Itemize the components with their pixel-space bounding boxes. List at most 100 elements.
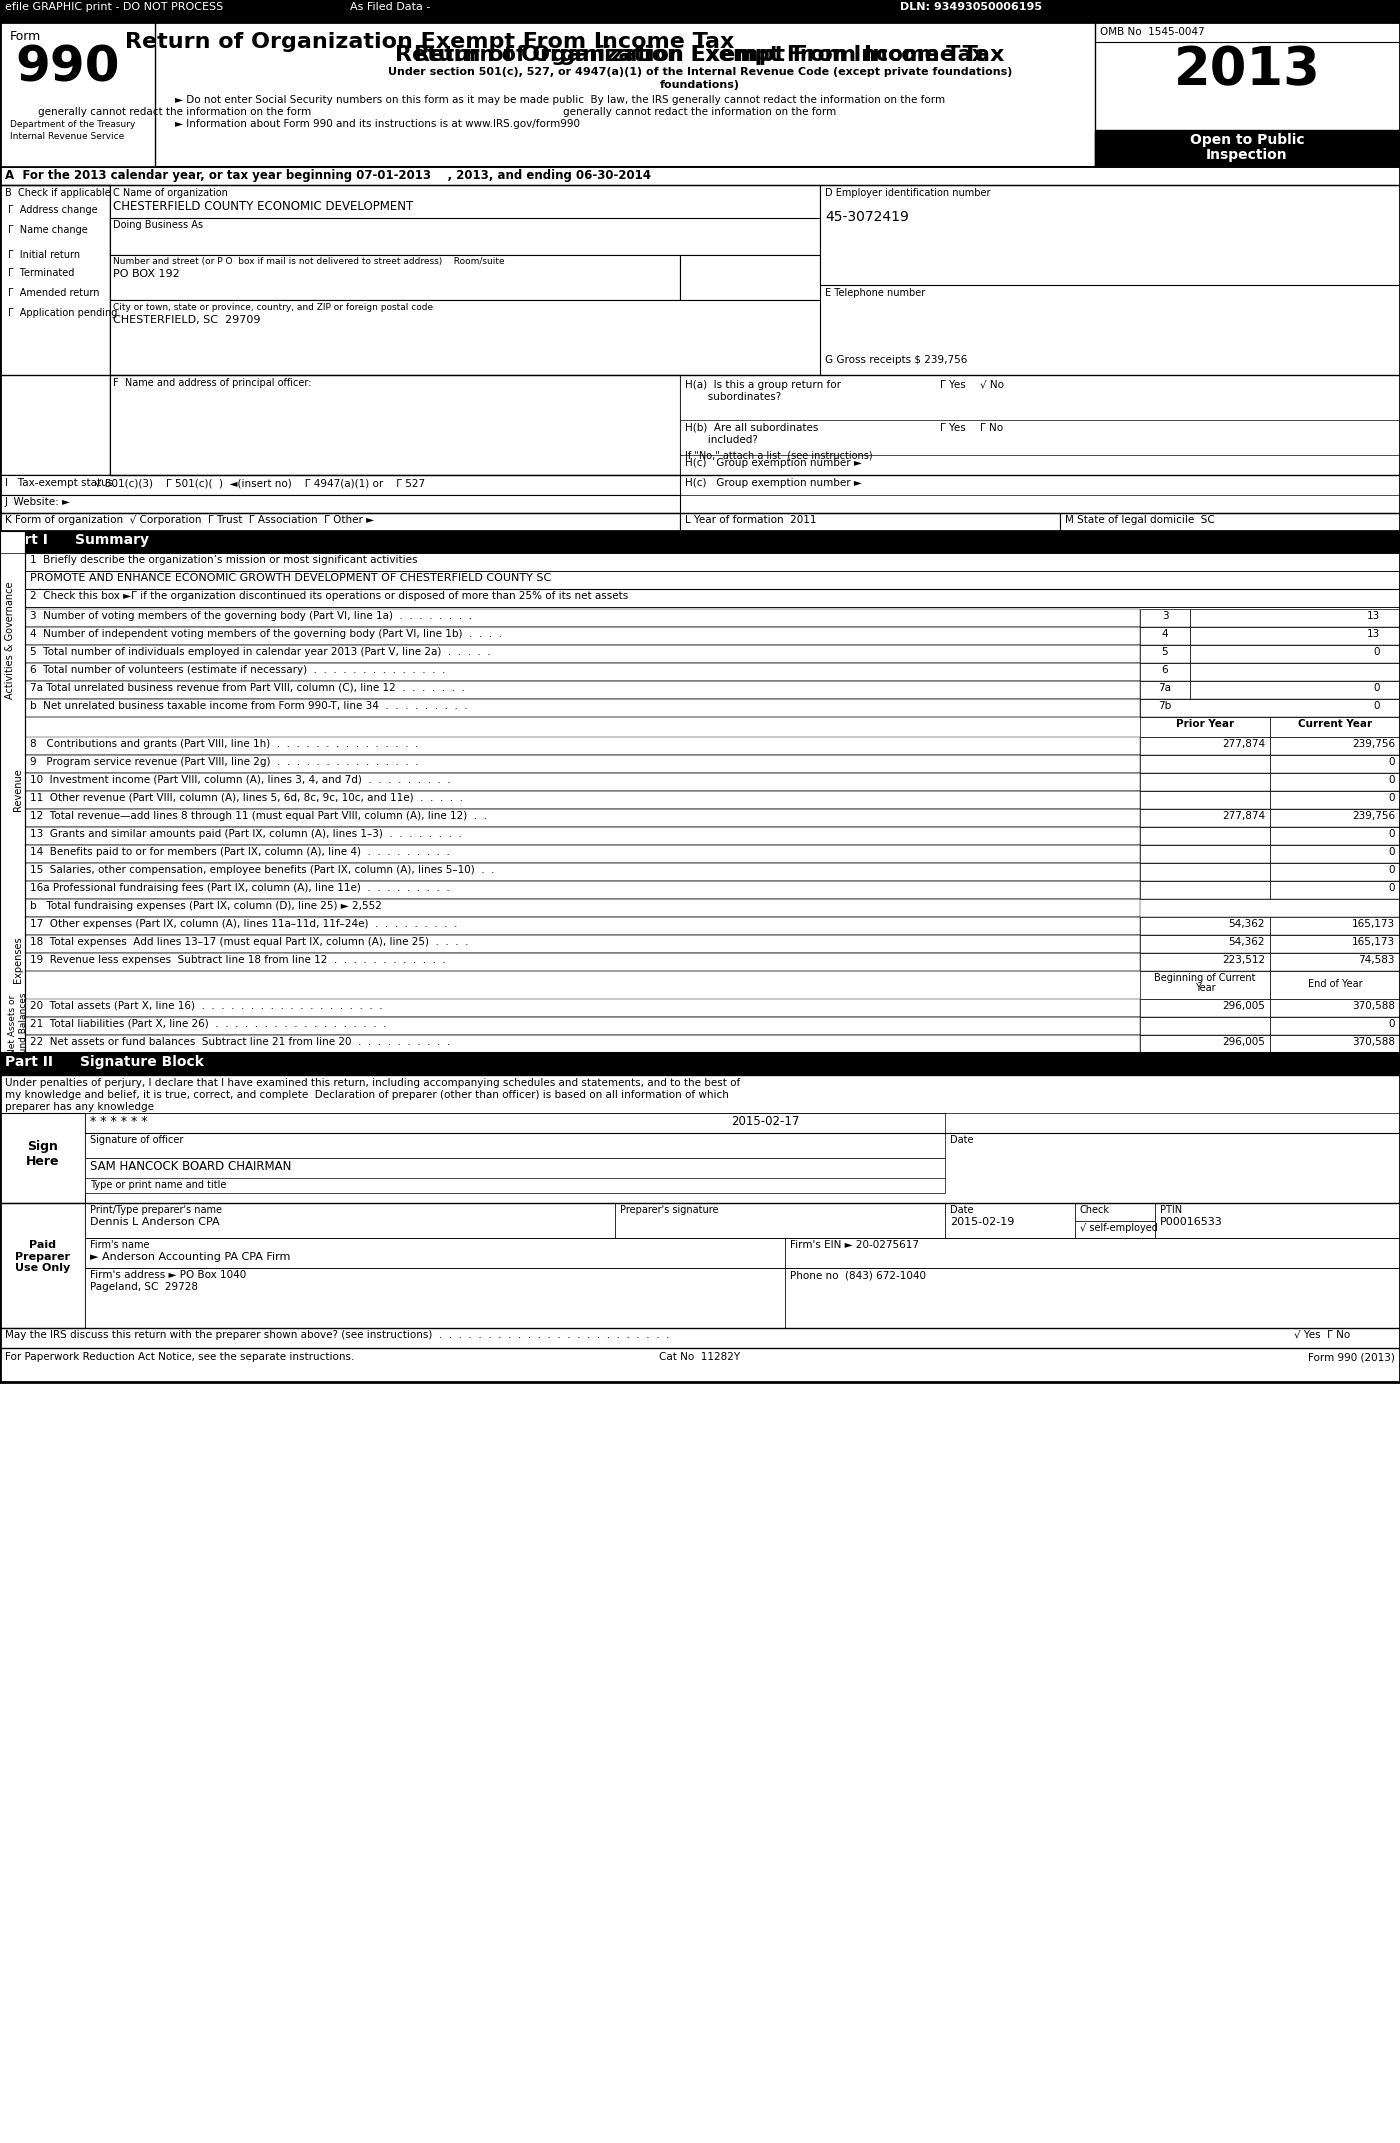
Text: 74,583: 74,583 xyxy=(1358,956,1394,964)
Bar xyxy=(25,589,1400,606)
Text: √ No: √ No xyxy=(980,379,1004,390)
Text: 15  Salaries, other compensation, employee benefits (Part IX, column (A), lines : 15 Salaries, other compensation, employe… xyxy=(29,866,494,874)
Bar xyxy=(1270,1018,1400,1035)
Bar xyxy=(25,681,1140,699)
Text: 239,756: 239,756 xyxy=(1352,739,1394,750)
Text: Date: Date xyxy=(951,1136,973,1144)
Bar xyxy=(0,1052,1400,1076)
Text: J  Website: ►: J Website: ► xyxy=(6,497,71,508)
Text: 7b: 7b xyxy=(1158,701,1172,711)
Bar xyxy=(1270,881,1400,900)
Text: Preparer's signature: Preparer's signature xyxy=(620,1204,718,1215)
Text: Print/Type preparer's name: Print/Type preparer's name xyxy=(90,1204,223,1215)
Text: 2015-02-17: 2015-02-17 xyxy=(732,1114,799,1127)
Text: 0: 0 xyxy=(1389,1020,1394,1029)
Text: 18  Total expenses  Add lines 13–17 (must equal Part IX, column (A), line 25)  .: 18 Total expenses Add lines 13–17 (must … xyxy=(29,936,469,947)
Bar xyxy=(1140,1018,1270,1035)
Text: Form: Form xyxy=(10,30,41,43)
Text: 8   Contributions and grants (Part VIII, line 1h)  .  .  .  .  .  .  .  .  .  . : 8 Contributions and grants (Part VIII, l… xyxy=(29,739,419,750)
Bar xyxy=(111,184,820,255)
Text: 11  Other revenue (Part VIII, column (A), lines 5, 6d, 8c, 9c, 10c, and 11e)  . : 11 Other revenue (Part VIII, column (A),… xyxy=(29,793,463,804)
Bar xyxy=(25,609,1140,628)
Text: b  Net unrelated business taxable income from Form 990-T, line 34  .  .  .  .  .: b Net unrelated business taxable income … xyxy=(29,701,468,711)
Bar xyxy=(1140,864,1270,881)
Text: Net Assets or
Fund Balances: Net Assets or Fund Balances xyxy=(8,992,28,1059)
Text: City or town, state or province, country, and ZIP or foreign postal code: City or town, state or province, country… xyxy=(113,302,433,313)
Bar xyxy=(111,219,820,255)
Bar xyxy=(1270,791,1400,810)
Bar xyxy=(1060,512,1400,531)
Text: ► Do not enter Social Security numbers on this form as it may be made public  By: ► Do not enter Social Security numbers o… xyxy=(175,94,945,105)
Bar xyxy=(1270,917,1400,934)
Bar xyxy=(1190,628,1400,645)
Text: Inspection: Inspection xyxy=(1207,148,1288,163)
Bar xyxy=(25,954,1140,971)
Bar xyxy=(25,881,1140,900)
Bar xyxy=(111,255,680,300)
Text: Internal Revenue Service: Internal Revenue Service xyxy=(10,133,125,141)
Text: May the IRS discuss this return with the preparer shown above? (see instructions: May the IRS discuss this return with the… xyxy=(6,1331,669,1339)
Text: 5  Total number of individuals employed in calendar year 2013 (Part V, line 2a) : 5 Total number of individuals employed i… xyxy=(29,647,491,658)
Text: * * * * * *: * * * * * * xyxy=(90,1114,147,1127)
Text: As Filed Data -: As Filed Data - xyxy=(350,2,430,13)
Text: Date: Date xyxy=(951,1204,973,1215)
Text: H(c)   Group exemption number ►: H(c) Group exemption number ► xyxy=(685,459,862,467)
Bar xyxy=(615,1202,945,1239)
Bar xyxy=(85,1269,785,1329)
Text: H(a)  Is this a group return for: H(a) Is this a group return for xyxy=(685,379,841,390)
Text: F  Name and address of principal officer:: F Name and address of principal officer: xyxy=(113,377,311,388)
Text: CHESTERFIELD COUNTY ECONOMIC DEVELOPMENT: CHESTERFIELD COUNTY ECONOMIC DEVELOPMENT xyxy=(113,199,413,212)
Text: √ self-employed: √ self-employed xyxy=(1079,1224,1158,1232)
Bar xyxy=(785,1269,1400,1329)
Bar xyxy=(25,900,1140,917)
Text: 277,874: 277,874 xyxy=(1222,739,1266,750)
Text: 54,362: 54,362 xyxy=(1229,919,1266,930)
Bar xyxy=(0,21,155,167)
Bar xyxy=(25,917,1140,934)
Text: Part I: Part I xyxy=(6,534,48,546)
Bar xyxy=(1140,971,1270,999)
Bar xyxy=(1270,737,1400,754)
Bar xyxy=(1270,954,1400,971)
Bar xyxy=(1190,681,1400,699)
Text: Year: Year xyxy=(1194,984,1215,992)
Text: 2015-02-19: 2015-02-19 xyxy=(951,1217,1015,1228)
Bar xyxy=(1075,1202,1155,1222)
Text: 3  Number of voting members of the governing body (Part VI, line 1a)  .  .  .  .: 3 Number of voting members of the govern… xyxy=(29,611,472,621)
Text: For Paperwork Reduction Act Notice, see the separate instructions.: For Paperwork Reduction Act Notice, see … xyxy=(6,1352,354,1363)
Bar xyxy=(0,184,111,476)
Text: b   Total fundraising expenses (Part IX, column (D), line 25) ► 2,552: b Total fundraising expenses (Part IX, c… xyxy=(29,900,382,911)
Text: Return of Organization Exempt From Income Tax: Return of Organization Exempt From Incom… xyxy=(126,32,735,51)
Text: 0: 0 xyxy=(1389,846,1394,857)
Bar xyxy=(680,512,1060,531)
Text: Form 990 (2013): Form 990 (2013) xyxy=(1308,1352,1394,1363)
Bar xyxy=(1140,718,1270,737)
Bar xyxy=(1270,864,1400,881)
Text: PROMOTE AND ENHANCE ECONOMIC GROWTH DEVELOPMENT OF CHESTERFIELD COUNTY SC: PROMOTE AND ENHANCE ECONOMIC GROWTH DEVE… xyxy=(29,572,552,583)
Text: M State of legal domicile  SC: M State of legal domicile SC xyxy=(1065,514,1215,525)
Text: Expenses: Expenses xyxy=(13,936,22,984)
Bar xyxy=(1270,844,1400,864)
Text: 0: 0 xyxy=(1389,776,1394,784)
Bar xyxy=(1155,1202,1400,1239)
Text: subordinates?: subordinates? xyxy=(685,392,781,403)
Bar xyxy=(1140,681,1190,699)
Bar xyxy=(1140,645,1190,662)
Bar xyxy=(0,21,1400,167)
Text: Under penalties of perjury, I declare that I have examined this return, includin: Under penalties of perjury, I declare th… xyxy=(6,1078,741,1089)
Text: generally cannot redact the information on the form: generally cannot redact the information … xyxy=(563,107,837,118)
Text: included?: included? xyxy=(685,435,757,446)
Bar xyxy=(1270,827,1400,844)
Text: ► Anderson Accounting PA CPA Firm: ► Anderson Accounting PA CPA Firm xyxy=(90,1252,290,1262)
Bar xyxy=(1140,810,1270,827)
Text: 165,173: 165,173 xyxy=(1352,936,1394,947)
Text: 20  Total assets (Part X, line 16)  .  .  .  .  .  .  .  .  .  .  .  .  .  .  . : 20 Total assets (Part X, line 16) . . . … xyxy=(29,1001,382,1011)
Bar xyxy=(25,553,1400,570)
Bar xyxy=(0,531,1400,553)
Text: my knowledge and belief, it is true, correct, and complete  Declaration of prepa: my knowledge and belief, it is true, cor… xyxy=(6,1091,729,1099)
Text: 13  Grants and similar amounts paid (Part IX, column (A), lines 1–3)  .  .  .  .: 13 Grants and similar amounts paid (Part… xyxy=(29,829,462,840)
Text: 5: 5 xyxy=(1162,647,1169,658)
Text: Firm's name: Firm's name xyxy=(90,1241,150,1249)
Text: Beginning of Current: Beginning of Current xyxy=(1154,973,1256,984)
Bar xyxy=(25,791,1140,810)
